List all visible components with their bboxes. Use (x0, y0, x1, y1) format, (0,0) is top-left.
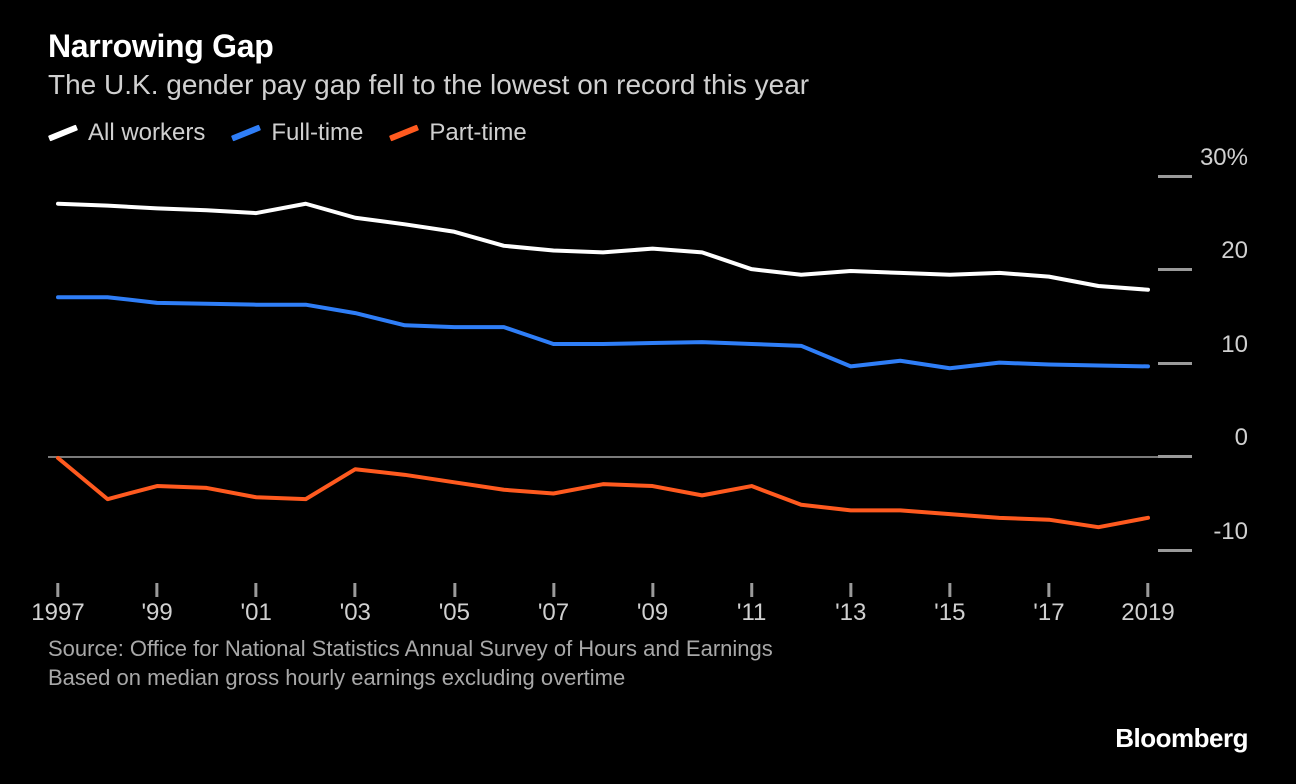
x-tick-mark (1047, 583, 1050, 597)
x-tick: 2019 (1121, 583, 1174, 627)
y-tick-label: 0 (1235, 424, 1248, 452)
legend-item: Part-time (389, 119, 526, 147)
x-tick: '09 (637, 583, 668, 627)
x-tick-label: 1997 (31, 599, 84, 627)
legend-swatch (48, 125, 78, 142)
x-tick-mark (453, 583, 456, 597)
x-tick: '11 (737, 583, 767, 627)
brand-logo: Bloomberg (1115, 723, 1248, 754)
x-tick: 1997 (31, 583, 84, 627)
x-tick-label: '15 (934, 599, 965, 627)
x-tick-mark (651, 583, 654, 597)
y-axis: -10 0 10 20 30% (1158, 157, 1248, 587)
source-line: Source: Office for National Statistics A… (48, 635, 1248, 664)
chart-container: Narrowing Gap The U.K. gender pay gap fe… (0, 0, 1296, 784)
y-tick-mark (1158, 362, 1192, 365)
x-tick-label: '11 (737, 599, 767, 627)
legend-swatch (231, 125, 261, 142)
legend-label: All workers (88, 119, 205, 147)
y-tick-mark (1158, 175, 1192, 178)
legend-label: Full-time (271, 119, 363, 147)
legend-swatch (389, 125, 419, 142)
source-text: Source: Office for National Statistics A… (48, 635, 1248, 692)
chart-area: -100102030% 1997'99'01'03'05'07'09'11'13… (48, 157, 1248, 627)
series-line (58, 458, 1148, 527)
x-tick-label: '17 (1033, 599, 1064, 627)
legend-item: All workers (48, 119, 205, 147)
legend-item: Full-time (231, 119, 363, 147)
chart-title: Narrowing Gap (48, 28, 1248, 65)
x-axis: 1997'99'01'03'05'07'09'11'13'15'172019 (48, 583, 1158, 627)
y-tick-label: 10 (1221, 331, 1248, 359)
x-tick-mark (1146, 583, 1149, 597)
y-tick: -10 (1158, 549, 1248, 552)
y-tick-mark (1158, 549, 1192, 552)
x-tick: '99 (141, 583, 172, 627)
x-tick: '03 (340, 583, 371, 627)
x-tick-label: '07 (538, 599, 569, 627)
x-tick-label: '13 (835, 599, 866, 627)
y-tick-label: -10 (1213, 518, 1248, 546)
x-tick: '17 (1033, 583, 1064, 627)
x-tick-label: '99 (141, 599, 172, 627)
x-tick-mark (552, 583, 555, 597)
series-line (58, 204, 1148, 290)
y-tick: 10 (1158, 362, 1248, 365)
x-tick: '07 (538, 583, 569, 627)
legend-label: Part-time (429, 119, 526, 147)
x-tick-label: 2019 (1121, 599, 1174, 627)
x-tick-label: '05 (439, 599, 470, 627)
y-tick: 0 (1158, 455, 1248, 458)
x-tick-mark (156, 583, 159, 597)
x-tick: '15 (934, 583, 965, 627)
plot-svg (48, 157, 1158, 587)
legend: All workers Full-time Part-time (48, 119, 1248, 147)
x-tick: '01 (241, 583, 272, 627)
y-tick: 30% (1158, 175, 1248, 178)
x-tick-mark (750, 583, 753, 597)
x-tick-mark (849, 583, 852, 597)
x-tick: '13 (835, 583, 866, 627)
x-tick-label: '01 (241, 599, 272, 627)
series-line (58, 297, 1148, 368)
y-tick-mark (1158, 455, 1192, 458)
y-tick: 20 (1158, 268, 1248, 271)
y-tick-label: 20 (1221, 237, 1248, 265)
x-tick-label: '03 (340, 599, 371, 627)
x-tick: '05 (439, 583, 470, 627)
x-tick-mark (56, 583, 59, 597)
x-tick-label: '09 (637, 599, 668, 627)
y-tick-mark (1158, 268, 1192, 271)
source-line: Based on median gross hourly earnings ex… (48, 664, 1248, 693)
chart-subtitle: The U.K. gender pay gap fell to the lowe… (48, 69, 1248, 101)
x-tick-mark (948, 583, 951, 597)
y-tick-label: 30% (1200, 144, 1248, 172)
x-tick-mark (354, 583, 357, 597)
x-tick-mark (255, 583, 258, 597)
